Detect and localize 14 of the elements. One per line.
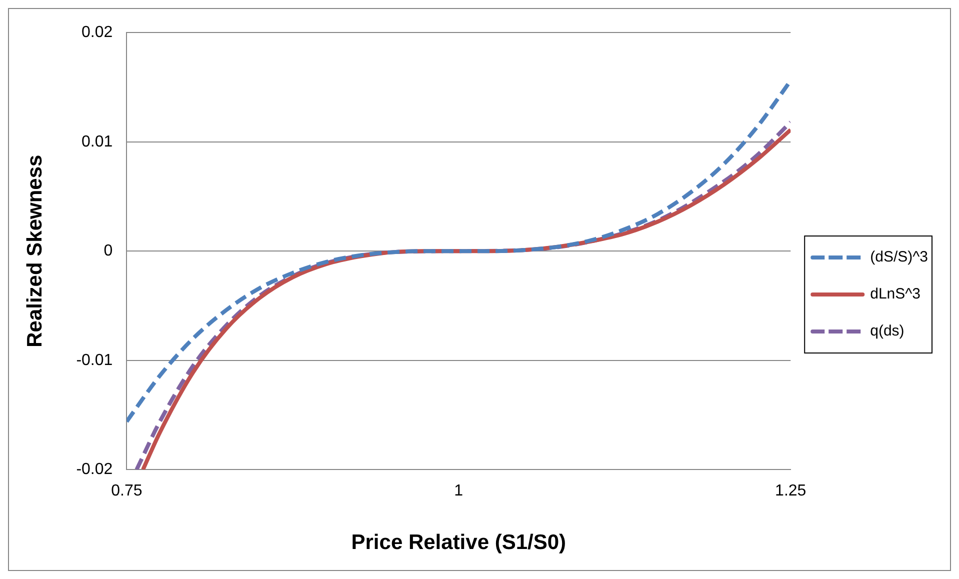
y-axis-title: Realized Skewness — [23, 154, 46, 348]
y-tick-label: 0 — [104, 242, 113, 260]
y-tick-label: 0.02 — [82, 24, 113, 42]
x-axis-title: Price Relative (S1/S0) — [351, 531, 566, 554]
chart-frame: Price Relative (S1/S0) Realized Skewness (dS/S)^3 dLnS^3 q(ds) 0.75 1 1.25 -0.02 -0.01 0 0.01 0.02 — [8, 8, 951, 571]
y-tick-label: -0.02 — [76, 461, 113, 478]
legend-label: q(ds) — [870, 322, 904, 340]
y-tick-label: 0.01 — [82, 133, 113, 150]
legend-label: dLnS^3 — [870, 286, 921, 303]
x-tick-label: 1 — [454, 482, 464, 500]
x-tick-label: 0.75 — [111, 482, 142, 500]
legend-label: (dS/S)^3 — [870, 248, 928, 266]
x-tick-label: 1.25 — [775, 482, 806, 500]
y-tick-label: -0.01 — [76, 352, 113, 369]
